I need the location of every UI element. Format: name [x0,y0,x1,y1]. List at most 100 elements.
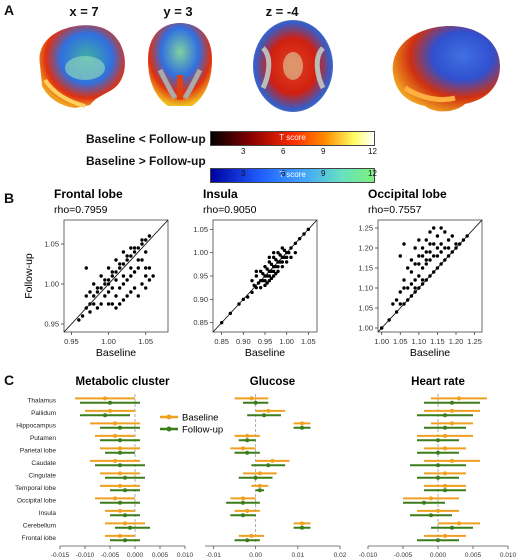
point-estimate [300,425,305,430]
x-tick-label: 0.005 [152,552,169,558]
point-estimate [457,396,461,401]
scatter-point [282,248,287,253]
scatter-point [432,242,436,246]
scatter-point [118,286,122,290]
scatter-point [121,250,126,254]
x-tick-label: 0.010 [177,552,194,558]
scatter-point [297,236,302,241]
scatter-point [454,246,458,250]
colorbar-positive-label: Baseline < Follow-up [86,132,206,146]
point-estimate [266,463,271,468]
scatter-point [144,238,148,242]
scatter-point [398,290,402,294]
scatter-point [306,227,311,232]
scatter-point [267,278,272,283]
scatter-point [450,234,454,238]
slice-label-x: x = 7 [69,4,99,19]
y-tick-label: 1.00 [358,324,373,333]
scatter-point [424,258,428,262]
y-tick-label: 1.05 [358,304,373,313]
point-estimate [123,521,127,526]
scatter-point [114,294,118,298]
scatter-point [454,242,458,246]
scatter-title: Insula [203,187,238,201]
forest-title: Glucose [250,376,295,388]
scatter-point [106,278,111,282]
scatter-point [132,246,137,250]
region-label: Thalamus [27,398,56,405]
colorbar-negative-tick: 6 [281,169,286,178]
scatter-point [129,246,133,250]
x-tick-label: -0.005 [394,552,413,558]
scatter-point [439,262,443,266]
panel-label-b: B [4,190,15,206]
scatter-point [278,253,282,257]
slice-label-z: z = -4 [265,4,299,19]
point-estimate [103,413,107,418]
scatter-point [428,230,432,234]
scatter-point [380,326,384,330]
colorbar-positive-tick: 6 [281,147,286,156]
scatter-point [129,254,133,258]
point-estimate [123,538,127,543]
scatter-point [254,269,259,274]
scatter-point [274,257,278,262]
y-tick-label: 1.00 [44,280,59,289]
scatter-point [261,271,265,276]
scatter-point [458,242,462,246]
scatter-point [417,286,421,290]
forest-title: Heart rate [411,376,465,388]
point-estimate [118,463,122,468]
point-estimate [457,521,461,526]
scatter-point [439,242,443,246]
scatter-point [413,290,417,294]
scatter-point [443,246,447,250]
x-tick-label: 0.95 [64,337,79,346]
scatter-title: Occipital lobe [368,187,447,201]
x-tick-label: 1.05 [301,337,316,346]
scatter-point [258,285,263,290]
scatter-point [402,242,406,246]
point-estimate [443,483,447,488]
y-tick-label: 0.85 [193,318,208,327]
scatter-point [263,264,267,269]
scatter-point [84,294,88,298]
scatter-point [136,246,140,250]
colorbar-negative-tick: 12 [368,169,377,178]
region-label: Cingulate [29,473,57,480]
scatter-point [125,294,129,298]
point-estimate [436,450,440,455]
scatter-point [269,276,274,281]
point-estimate [443,533,447,538]
colorbar-negative-label: Baseline > Follow-up [86,154,206,168]
point-estimate [443,413,447,418]
legend-marker [166,426,172,432]
point-estimate [108,400,112,405]
scatter-point [110,274,114,278]
region-label: Frontal lobe [22,535,57,542]
scatter-point [398,254,402,258]
point-estimate [245,433,250,438]
scatter-point [443,258,447,262]
scatter-point [394,298,399,302]
point-estimate [450,400,454,405]
y-tick-label: 1.00 [193,248,208,257]
x-tick-label: 1.05 [393,337,408,346]
scatter-point [237,302,241,306]
y-axis-label: Follow-up [23,253,35,299]
point-estimate [450,458,454,463]
scatter-point [424,262,428,266]
point-estimate [240,513,245,518]
scatter-point [271,255,276,260]
scatter-point [144,286,148,290]
x-tick-label: 0.85 [214,337,229,346]
scatter-point [241,297,246,302]
scatter-point [394,310,399,314]
scatter-point [256,281,261,285]
scatter-point [293,241,298,246]
scatter-point [267,255,272,260]
x-axis-label: Baseline [245,347,285,359]
point-estimate [123,513,127,518]
scatter-point [103,294,107,298]
